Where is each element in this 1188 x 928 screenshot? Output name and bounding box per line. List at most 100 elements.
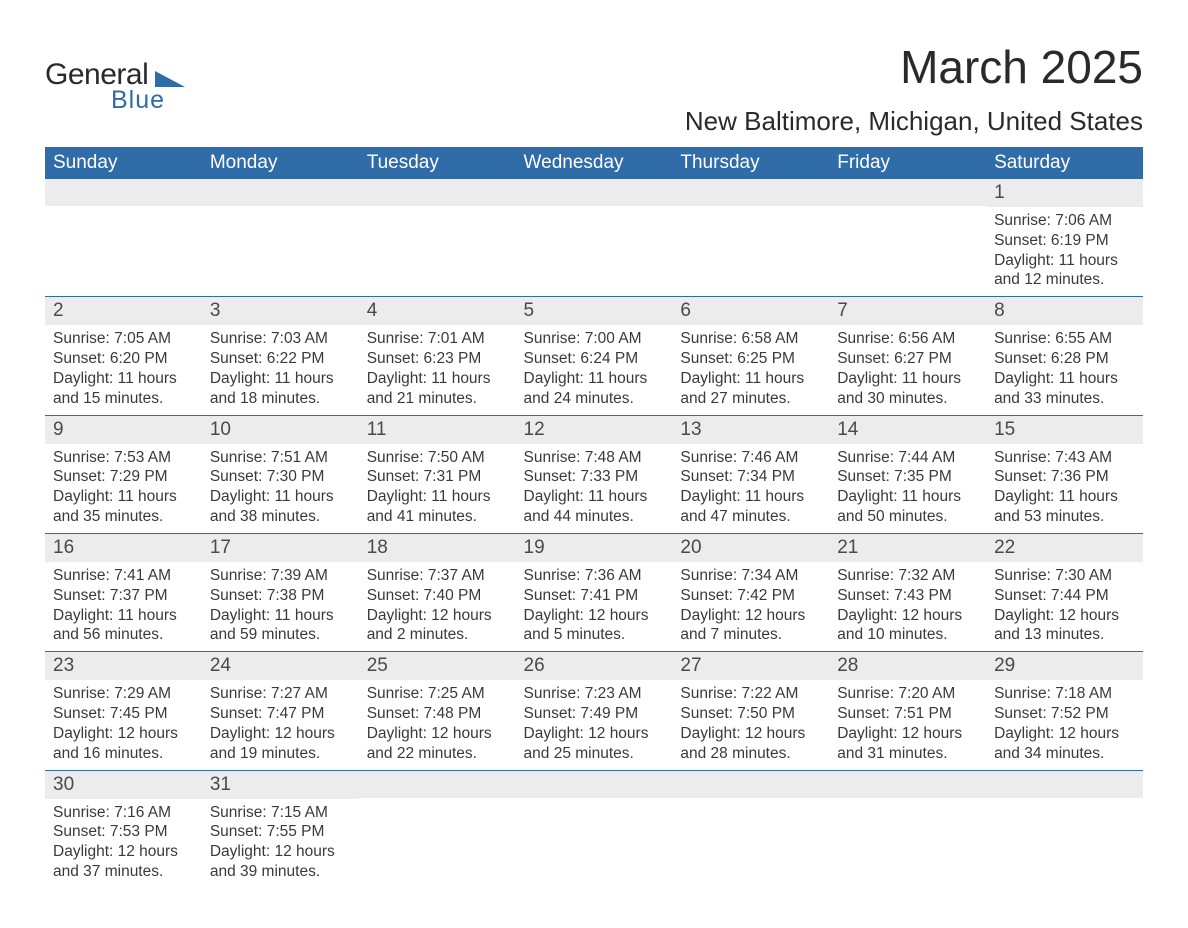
day-line-d1: Daylight: 12 hours (210, 724, 351, 744)
day-cell: 26Sunrise: 7:23 AMSunset: 7:49 PMDayligh… (516, 652, 673, 770)
day-number: 29 (986, 652, 1143, 680)
day-cell: 22Sunrise: 7:30 AMSunset: 7:44 PMDayligh… (986, 533, 1143, 651)
day-cell (359, 770, 516, 888)
calendar-table: Sunday Monday Tuesday Wednesday Thursday… (45, 147, 1143, 888)
day-cell: 19Sunrise: 7:36 AMSunset: 7:41 PMDayligh… (516, 533, 673, 651)
day-cell: 8Sunrise: 6:55 AMSunset: 6:28 PMDaylight… (986, 297, 1143, 415)
day-number: 23 (45, 652, 202, 680)
day-line-d1: Daylight: 12 hours (524, 724, 665, 744)
day-line-ss: Sunset: 6:23 PM (367, 349, 508, 369)
day-line-ss: Sunset: 7:41 PM (524, 586, 665, 606)
day-cell: 18Sunrise: 7:37 AMSunset: 7:40 PMDayligh… (359, 533, 516, 651)
day-body: Sunrise: 7:44 AMSunset: 7:35 PMDaylight:… (829, 444, 986, 533)
day-body: Sunrise: 7:03 AMSunset: 6:22 PMDaylight:… (202, 325, 359, 414)
month-title: March 2025 (685, 40, 1143, 94)
day-line-sr: Sunrise: 7:41 AM (53, 566, 194, 586)
day-line-ss: Sunset: 7:43 PM (837, 586, 978, 606)
day-line-d1: Daylight: 11 hours (994, 251, 1135, 271)
day-number: 4 (359, 297, 516, 325)
day-line-ss: Sunset: 7:29 PM (53, 467, 194, 487)
day-body: Sunrise: 7:29 AMSunset: 7:45 PMDaylight:… (45, 680, 202, 769)
day-line-d1: Daylight: 11 hours (53, 487, 194, 507)
day-line-d2: and 21 minutes. (367, 389, 508, 409)
day-line-d1: Daylight: 12 hours (210, 842, 351, 862)
dh-sat: Saturday (986, 147, 1143, 179)
day-line-d2: and 53 minutes. (994, 507, 1135, 527)
day-line-ss: Sunset: 7:37 PM (53, 586, 194, 606)
day-cell (202, 179, 359, 297)
day-line-ss: Sunset: 7:34 PM (680, 467, 821, 487)
day-line-d2: and 47 minutes. (680, 507, 821, 527)
day-line-sr: Sunrise: 7:53 AM (53, 448, 194, 468)
day-cell (672, 179, 829, 297)
day-body (829, 798, 986, 808)
day-number: 13 (672, 416, 829, 444)
day-line-sr: Sunrise: 7:06 AM (994, 211, 1135, 231)
day-line-sr: Sunrise: 7:05 AM (53, 329, 194, 349)
day-line-sr: Sunrise: 7:39 AM (210, 566, 351, 586)
day-body: Sunrise: 7:00 AMSunset: 6:24 PMDaylight:… (516, 325, 673, 414)
day-line-sr: Sunrise: 7:27 AM (210, 684, 351, 704)
day-line-d1: Daylight: 11 hours (994, 487, 1135, 507)
day-number: 1 (986, 179, 1143, 207)
day-line-sr: Sunrise: 7:32 AM (837, 566, 978, 586)
day-cell: 7Sunrise: 6:56 AMSunset: 6:27 PMDaylight… (829, 297, 986, 415)
day-number: 8 (986, 297, 1143, 325)
day-line-ss: Sunset: 7:45 PM (53, 704, 194, 724)
day-line-sr: Sunrise: 7:43 AM (994, 448, 1135, 468)
day-cell (672, 770, 829, 888)
day-cell (986, 770, 1143, 888)
day-number: 7 (829, 297, 986, 325)
day-line-sr: Sunrise: 6:56 AM (837, 329, 978, 349)
week-row: 1Sunrise: 7:06 AMSunset: 6:19 PMDaylight… (45, 179, 1143, 297)
day-number (672, 179, 829, 206)
day-line-sr: Sunrise: 7:51 AM (210, 448, 351, 468)
day-cell: 3Sunrise: 7:03 AMSunset: 6:22 PMDaylight… (202, 297, 359, 415)
day-line-d2: and 16 minutes. (53, 744, 194, 764)
day-line-ss: Sunset: 6:24 PM (524, 349, 665, 369)
day-line-ss: Sunset: 7:36 PM (994, 467, 1135, 487)
day-line-d2: and 7 minutes. (680, 625, 821, 645)
day-line-d1: Daylight: 12 hours (524, 606, 665, 626)
day-number (516, 179, 673, 206)
day-line-sr: Sunrise: 7:29 AM (53, 684, 194, 704)
day-body: Sunrise: 7:37 AMSunset: 7:40 PMDaylight:… (359, 562, 516, 651)
day-line-sr: Sunrise: 7:46 AM (680, 448, 821, 468)
day-number (359, 179, 516, 206)
day-number: 19 (516, 534, 673, 562)
day-body (202, 206, 359, 216)
day-body: Sunrise: 7:18 AMSunset: 7:52 PMDaylight:… (986, 680, 1143, 769)
day-number: 20 (672, 534, 829, 562)
day-number (202, 179, 359, 206)
day-line-d2: and 13 minutes. (994, 625, 1135, 645)
day-line-ss: Sunset: 6:25 PM (680, 349, 821, 369)
day-cell: 27Sunrise: 7:22 AMSunset: 7:50 PMDayligh… (672, 652, 829, 770)
day-cell: 5Sunrise: 7:00 AMSunset: 6:24 PMDaylight… (516, 297, 673, 415)
day-cell: 28Sunrise: 7:20 AMSunset: 7:51 PMDayligh… (829, 652, 986, 770)
day-body (672, 206, 829, 216)
day-body (672, 798, 829, 808)
day-cell: 12Sunrise: 7:48 AMSunset: 7:33 PMDayligh… (516, 415, 673, 533)
title-area: March 2025 New Baltimore, Michigan, Unit… (685, 40, 1143, 137)
day-line-d2: and 41 minutes. (367, 507, 508, 527)
week-row: 9Sunrise: 7:53 AMSunset: 7:29 PMDaylight… (45, 415, 1143, 533)
day-body: Sunrise: 7:51 AMSunset: 7:30 PMDaylight:… (202, 444, 359, 533)
day-line-d2: and 31 minutes. (837, 744, 978, 764)
day-body: Sunrise: 7:01 AMSunset: 6:23 PMDaylight:… (359, 325, 516, 414)
day-line-ss: Sunset: 7:31 PM (367, 467, 508, 487)
day-line-d1: Daylight: 12 hours (837, 606, 978, 626)
day-line-sr: Sunrise: 7:15 AM (210, 803, 351, 823)
day-line-ss: Sunset: 7:55 PM (210, 822, 351, 842)
day-number: 14 (829, 416, 986, 444)
day-line-d1: Daylight: 12 hours (367, 606, 508, 626)
day-line-d2: and 27 minutes. (680, 389, 821, 409)
day-cell: 9Sunrise: 7:53 AMSunset: 7:29 PMDaylight… (45, 415, 202, 533)
day-body: Sunrise: 7:30 AMSunset: 7:44 PMDaylight:… (986, 562, 1143, 651)
day-number: 2 (45, 297, 202, 325)
day-body: Sunrise: 7:36 AMSunset: 7:41 PMDaylight:… (516, 562, 673, 651)
day-cell (516, 179, 673, 297)
dh-wed: Wednesday (516, 147, 673, 179)
day-line-d1: Daylight: 11 hours (210, 369, 351, 389)
day-body: Sunrise: 7:34 AMSunset: 7:42 PMDaylight:… (672, 562, 829, 651)
day-line-sr: Sunrise: 7:16 AM (53, 803, 194, 823)
